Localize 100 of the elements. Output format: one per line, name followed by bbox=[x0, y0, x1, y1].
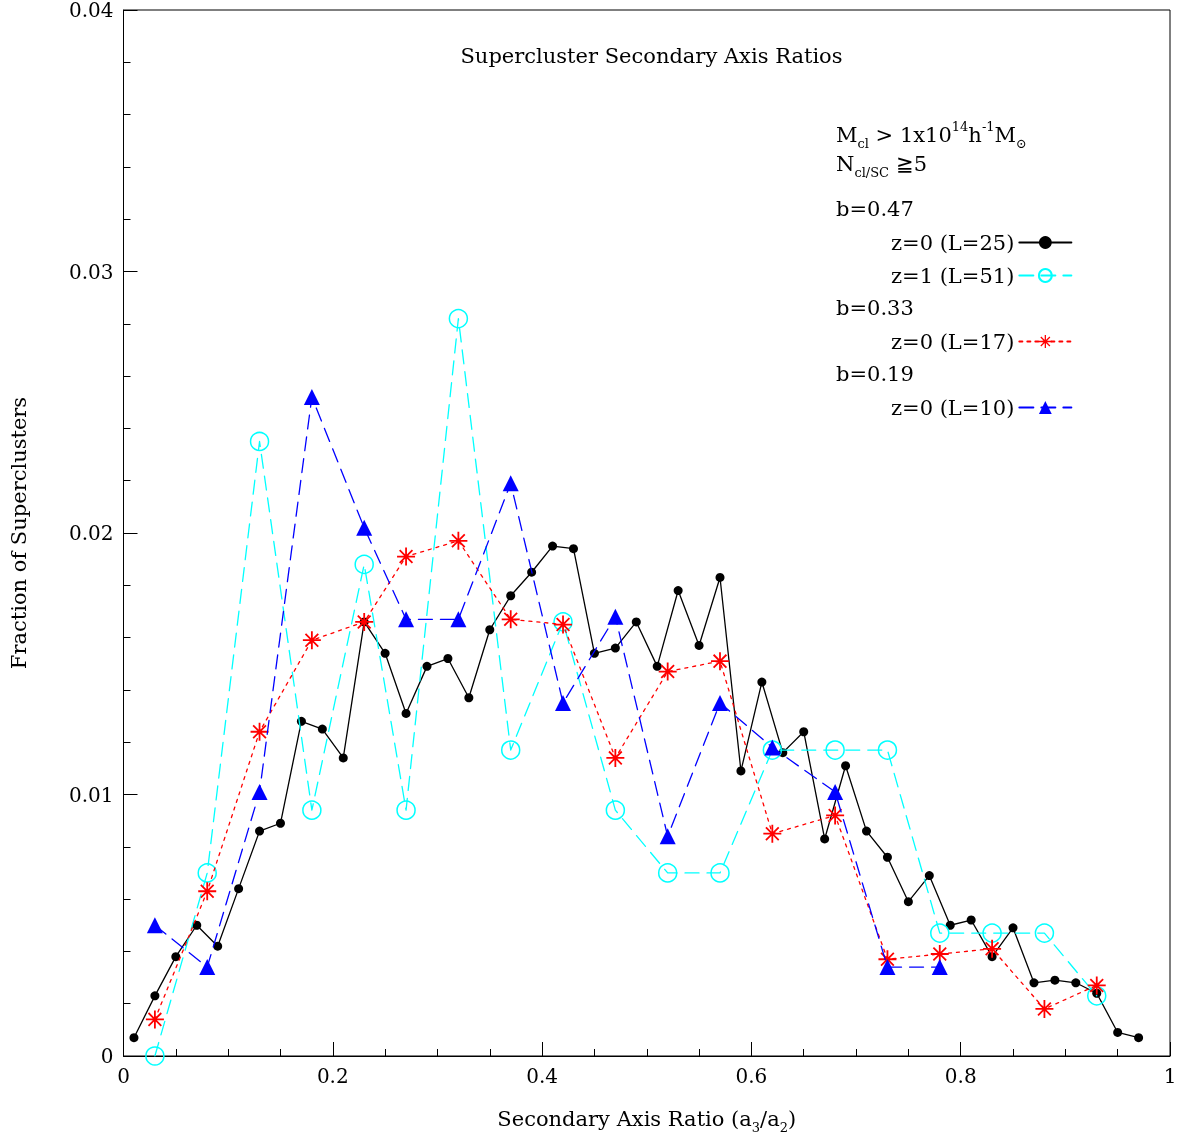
point bbox=[924, 871, 934, 881]
point bbox=[945, 920, 955, 930]
point bbox=[862, 826, 872, 836]
point bbox=[659, 828, 676, 845]
point bbox=[129, 1033, 139, 1043]
point bbox=[506, 591, 516, 601]
point bbox=[903, 897, 913, 907]
annotation: b=0.47 bbox=[836, 196, 914, 221]
point bbox=[555, 694, 572, 711]
point bbox=[825, 740, 845, 760]
point bbox=[502, 475, 519, 492]
point bbox=[448, 308, 469, 329]
point bbox=[841, 761, 851, 771]
x-tick-label: 0.2 bbox=[316, 1064, 349, 1088]
point bbox=[569, 544, 578, 554]
legend-label: z=0 (L=25) bbox=[890, 230, 1015, 255]
x-tick-label: 0.6 bbox=[735, 1064, 768, 1088]
legend-label: z=1 (L=51) bbox=[890, 263, 1015, 288]
point bbox=[251, 783, 268, 800]
y-tick-label: 0.01 bbox=[68, 782, 114, 807]
x-tick-label: 0.8 bbox=[944, 1064, 977, 1088]
x-tick-label: 1 bbox=[1163, 1064, 1177, 1088]
point bbox=[930, 923, 950, 943]
y-tick-label: 0 bbox=[100, 1044, 114, 1068]
point bbox=[255, 826, 265, 836]
point bbox=[694, 640, 704, 650]
point bbox=[879, 959, 896, 976]
point bbox=[982, 923, 1002, 943]
point bbox=[610, 643, 620, 653]
point bbox=[799, 727, 809, 737]
point bbox=[877, 740, 898, 760]
point bbox=[356, 519, 373, 536]
point bbox=[983, 939, 1002, 958]
point bbox=[213, 941, 223, 951]
point bbox=[500, 740, 521, 760]
point bbox=[1087, 976, 1106, 995]
point bbox=[1034, 923, 1055, 943]
annotation: b=0.19 bbox=[836, 361, 914, 386]
point bbox=[401, 708, 411, 718]
point bbox=[146, 917, 163, 934]
point bbox=[757, 677, 767, 687]
text: Supercluster Secondary Axis Ratios bbox=[460, 43, 843, 68]
point bbox=[317, 724, 327, 734]
point bbox=[1071, 978, 1081, 988]
y-axis-title: Fraction of Superclusters bbox=[6, 396, 31, 670]
legend-label: z=0 (L=17) bbox=[890, 329, 1015, 354]
x-tick-label: 0 bbox=[117, 1064, 130, 1088]
point bbox=[398, 611, 415, 628]
point bbox=[234, 884, 244, 894]
point bbox=[150, 991, 160, 1001]
annotation: b=0.33 bbox=[836, 295, 914, 320]
y-tick-label: 0.03 bbox=[68, 259, 114, 284]
point bbox=[443, 654, 453, 664]
point bbox=[450, 611, 467, 628]
legend-label: z=0 (L=10) bbox=[890, 395, 1015, 420]
point bbox=[882, 852, 892, 862]
point bbox=[199, 959, 216, 976]
point bbox=[605, 800, 626, 820]
point bbox=[198, 882, 217, 901]
point bbox=[422, 661, 432, 671]
point bbox=[710, 863, 730, 883]
point bbox=[1113, 1027, 1123, 1037]
point bbox=[712, 694, 729, 711]
point bbox=[145, 1046, 165, 1066]
point bbox=[827, 783, 844, 800]
point bbox=[657, 863, 678, 883]
point bbox=[1134, 1033, 1144, 1043]
point bbox=[302, 800, 322, 820]
point bbox=[1008, 923, 1018, 933]
point bbox=[249, 431, 270, 452]
point bbox=[820, 834, 830, 844]
point bbox=[715, 572, 725, 582]
point bbox=[607, 608, 624, 625]
point bbox=[736, 766, 746, 776]
point bbox=[1029, 978, 1039, 988]
y-tick-label: 0.02 bbox=[68, 521, 114, 545]
point bbox=[354, 554, 374, 575]
point bbox=[631, 617, 641, 627]
point bbox=[673, 586, 683, 596]
point bbox=[449, 531, 468, 550]
point bbox=[355, 612, 374, 631]
point bbox=[302, 631, 321, 650]
point bbox=[1087, 986, 1107, 1006]
point bbox=[485, 625, 495, 635]
point bbox=[171, 952, 181, 962]
point bbox=[966, 915, 976, 925]
point bbox=[931, 959, 948, 976]
y-tick-label: 0.04 bbox=[68, 0, 114, 22]
point bbox=[1050, 975, 1060, 985]
point bbox=[303, 389, 320, 406]
point bbox=[548, 541, 558, 551]
x-tick-label: 0.4 bbox=[526, 1064, 559, 1088]
point bbox=[763, 824, 782, 843]
point bbox=[606, 748, 625, 767]
point bbox=[711, 652, 730, 671]
point bbox=[197, 863, 217, 883]
point bbox=[501, 610, 520, 629]
point bbox=[652, 661, 662, 671]
point bbox=[338, 753, 348, 763]
point bbox=[396, 800, 416, 820]
